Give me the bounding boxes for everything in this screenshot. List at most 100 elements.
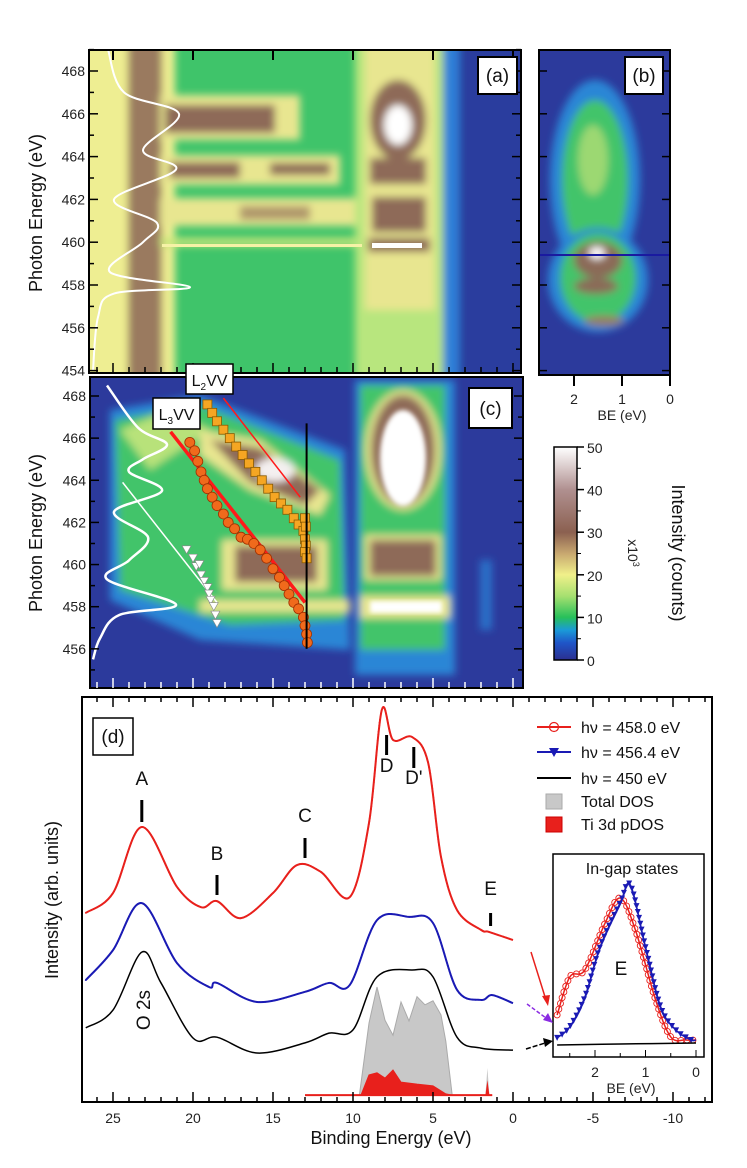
- data-point: [388, 727, 390, 730]
- data-point: [380, 712, 382, 715]
- data-point: [187, 898, 189, 901]
- data-point: [474, 925, 477, 928]
- data-point: [168, 949, 171, 952]
- data-point: [389, 733, 392, 736]
- colorbar-tick-label: 40: [587, 483, 603, 499]
- panel-d-ticks: 25 20 15 10 5 0 -5 -10: [96, 697, 706, 1126]
- data-point: [405, 735, 408, 738]
- data-point: [124, 859, 127, 862]
- data-point: [103, 959, 106, 962]
- data-point: [351, 892, 354, 895]
- data-point: [333, 983, 336, 986]
- data-point: [136, 903, 139, 906]
- x-tick-label: 0: [666, 391, 674, 407]
- data-point: [281, 880, 284, 883]
- data-point: [373, 772, 376, 775]
- data-point: [448, 970, 451, 973]
- data-point: [491, 931, 493, 934]
- l2-point: [269, 492, 280, 503]
- data-point: [366, 939, 368, 942]
- data-point: [393, 913, 396, 916]
- inset-triangle-marker: [611, 911, 618, 918]
- total-dos-fill: [358, 986, 453, 1096]
- data-point: [274, 889, 277, 892]
- inset-triangle-marker: [614, 906, 621, 913]
- data-point: [507, 1000, 510, 1003]
- data-point: [159, 930, 162, 933]
- panel-c-ylabel: Photon Energy (eV): [26, 454, 46, 612]
- data-point: [374, 763, 377, 766]
- data-point: [212, 900, 215, 903]
- data-point: [309, 865, 312, 867]
- data-point: [282, 997, 285, 1000]
- data-point: [233, 991, 236, 994]
- colorbar: [553, 446, 578, 661]
- data-point: [460, 994, 463, 997]
- data-point: [450, 896, 453, 899]
- data-point: [120, 931, 123, 934]
- data-point: [276, 887, 279, 890]
- l2-point: [224, 433, 235, 444]
- data-point: [378, 727, 380, 730]
- inset-circle-marker: [564, 977, 572, 985]
- inset-triangle-marker: [628, 885, 635, 892]
- data-point: [433, 802, 435, 805]
- inset-triangle-marker: [682, 1034, 689, 1041]
- data-point: [466, 921, 469, 923]
- data-point: [428, 769, 431, 772]
- x-tick-label: 0: [509, 1110, 517, 1126]
- y-tick-label: 458: [63, 599, 87, 615]
- data-point: [446, 961, 448, 964]
- l3-point: [206, 491, 218, 503]
- inset-triangle-marker: [603, 928, 610, 935]
- data-point: [377, 730, 380, 733]
- y-tick-label: 460: [63, 557, 87, 573]
- data-point: [123, 862, 126, 865]
- data-point: [429, 775, 432, 778]
- l2-point: [244, 458, 254, 469]
- data-point: [456, 989, 459, 992]
- inset-triangle-marker: [673, 1027, 680, 1034]
- data-point: [485, 930, 488, 933]
- panel-d-frame: [81, 696, 713, 1103]
- data-point: [378, 724, 381, 727]
- data-point: [427, 763, 430, 766]
- data-point: [341, 987, 344, 990]
- data-point: [353, 976, 355, 979]
- data-point: [402, 915, 405, 917]
- data-point: [499, 934, 502, 937]
- data-point: [233, 915, 236, 918]
- y-tick-label: 458: [62, 277, 86, 293]
- data-point: [433, 808, 436, 811]
- data-point: [151, 914, 154, 917]
- data-point: [438, 936, 440, 938]
- data-point: [170, 877, 173, 879]
- x-tick-label: -5: [587, 1110, 600, 1126]
- data-point: [153, 839, 155, 841]
- data-point: [440, 855, 442, 858]
- panel-a-heatmap: [89, 50, 521, 373]
- data-point: [210, 901, 213, 904]
- data-point: [344, 897, 347, 900]
- data-point: [360, 956, 363, 959]
- data-point: [408, 916, 411, 918]
- data-point: [278, 885, 281, 887]
- data-point: [261, 1001, 264, 1003]
- l3-point: [248, 538, 260, 549]
- data-point: [113, 890, 115, 893]
- data-point: [218, 982, 221, 985]
- inset-triangle-marker: [639, 932, 646, 939]
- data-point: [259, 904, 262, 907]
- triangle-point: [208, 602, 219, 612]
- data-point: [375, 757, 377, 760]
- data-point: [375, 754, 378, 757]
- data-point: [435, 823, 438, 826]
- legend-label: hν = 456.4 eV: [581, 745, 681, 762]
- data-point: [218, 901, 221, 904]
- data-point: [432, 799, 435, 802]
- data-point: [127, 848, 130, 851]
- data-point: [121, 868, 124, 871]
- data-point: [279, 998, 282, 1000]
- data-point: [201, 982, 204, 985]
- l2-point: [212, 416, 222, 427]
